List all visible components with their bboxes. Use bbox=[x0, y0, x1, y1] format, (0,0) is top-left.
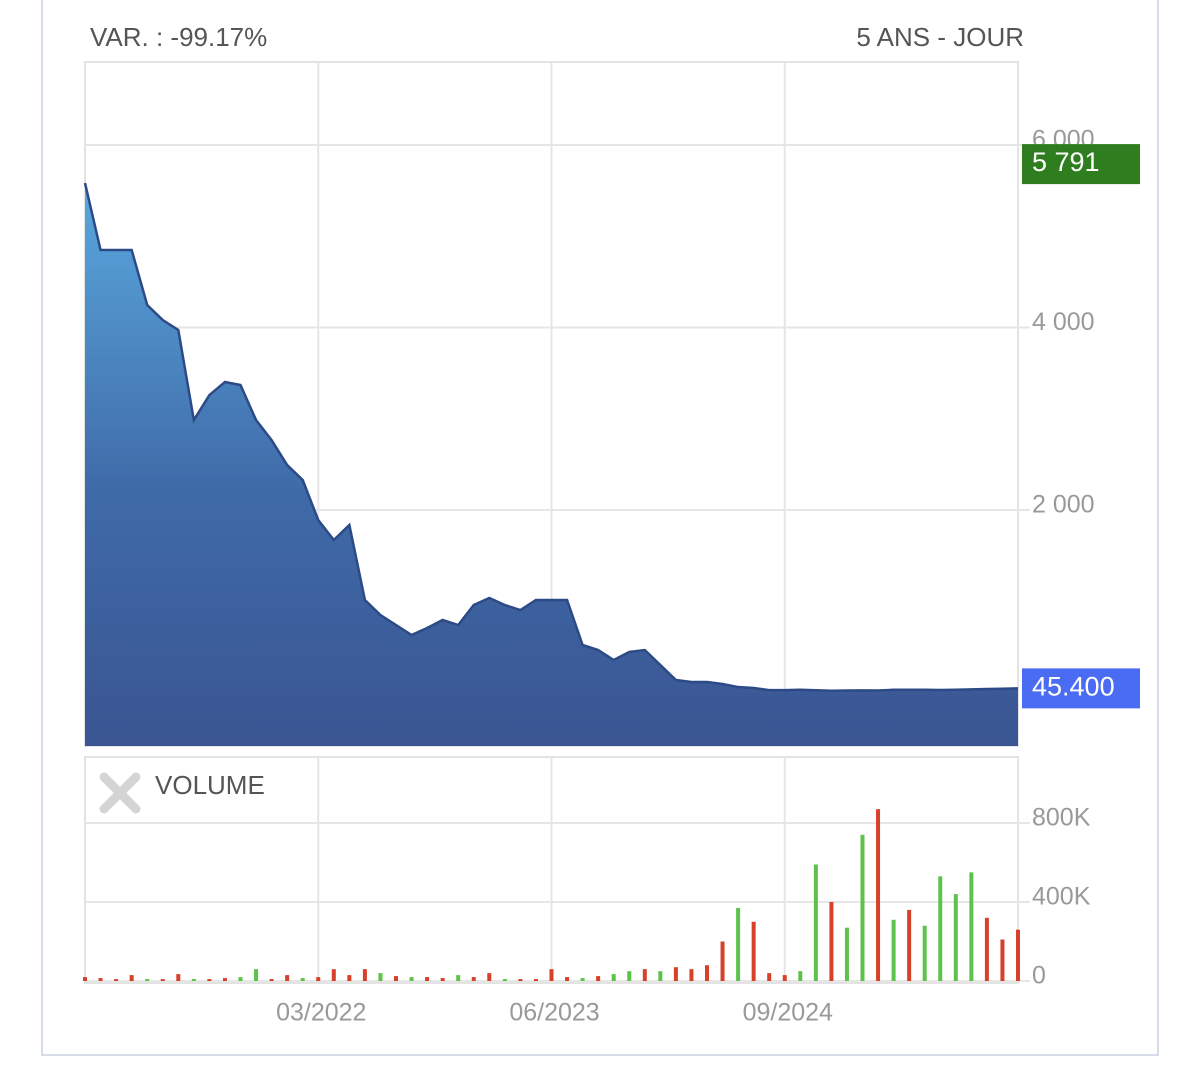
volume-bar bbox=[953, 894, 958, 982]
volume-bar bbox=[938, 876, 943, 982]
volume-bar bbox=[378, 973, 383, 982]
volume-bar bbox=[362, 969, 367, 982]
volume-bar bbox=[502, 979, 507, 982]
volume-bar bbox=[316, 977, 321, 982]
volume-bar bbox=[922, 925, 927, 982]
volume-bar bbox=[627, 971, 632, 982]
y-tick-label: 0 bbox=[1032, 962, 1046, 990]
volume-bar bbox=[565, 977, 570, 982]
volume-bar bbox=[98, 978, 103, 982]
volume-bar bbox=[751, 921, 756, 982]
volume-bar bbox=[456, 975, 461, 982]
volume-bar bbox=[191, 979, 196, 982]
volume-bar bbox=[642, 969, 647, 982]
price-tag-label: 5 791 bbox=[1032, 147, 1100, 177]
volume-bar bbox=[984, 917, 989, 982]
volume-bar bbox=[331, 969, 336, 982]
volume-bar bbox=[269, 979, 274, 982]
volume-bar bbox=[440, 978, 445, 982]
volume-bar bbox=[891, 919, 896, 982]
volume-bar bbox=[860, 834, 865, 982]
volume-title: VOLUME bbox=[155, 770, 265, 800]
volume-bar bbox=[471, 977, 476, 982]
volume-bar bbox=[1016, 929, 1020, 982]
volume-bar bbox=[844, 927, 849, 982]
volume-bar bbox=[549, 969, 554, 982]
volume-bar bbox=[129, 975, 134, 982]
volume-bar bbox=[114, 979, 119, 982]
price-tag bbox=[1022, 144, 1140, 185]
volume-bar bbox=[829, 902, 834, 982]
volume-bar bbox=[254, 969, 259, 982]
volume-bar bbox=[720, 941, 725, 982]
volume-bar bbox=[798, 971, 803, 982]
volume-bar bbox=[689, 969, 694, 982]
price-line bbox=[83, 182, 1019, 692]
volume-bar bbox=[160, 979, 165, 982]
volume-bar bbox=[487, 973, 492, 982]
price-area bbox=[85, 182, 1018, 746]
volume-bar bbox=[409, 977, 414, 982]
close-icon[interactable] bbox=[99, 772, 141, 814]
volume-bar bbox=[145, 979, 150, 982]
volume-bar bbox=[176, 974, 181, 982]
volume-bar bbox=[767, 973, 772, 982]
y-tick-label: 4 000 bbox=[1032, 308, 1095, 336]
volume-bar bbox=[580, 978, 585, 982]
volume-bar bbox=[813, 864, 818, 982]
volume-bar bbox=[705, 965, 709, 982]
volume-bar bbox=[596, 976, 601, 982]
volume-bar bbox=[673, 967, 678, 982]
volume-bar bbox=[611, 974, 616, 982]
period: 5 ANS - JOUR bbox=[856, 22, 1024, 52]
volume-bar bbox=[300, 978, 305, 982]
x-tick-label: 06/2023 bbox=[509, 999, 599, 1027]
price-tag bbox=[1022, 668, 1140, 709]
x-tick-label: 09/2024 bbox=[743, 999, 833, 1027]
volume-bar bbox=[658, 971, 663, 982]
x-tick-label: 03/2022 bbox=[276, 999, 366, 1027]
volume-bar bbox=[83, 977, 87, 982]
volume-bar bbox=[394, 976, 398, 982]
volume-bar bbox=[907, 909, 912, 982]
volume-bar bbox=[1000, 939, 1005, 982]
volume-bar bbox=[238, 977, 243, 982]
price-tag-label: 45.400 bbox=[1032, 672, 1115, 702]
volume-bar bbox=[518, 979, 523, 982]
volume-bar bbox=[782, 975, 787, 982]
variation: VAR. : -99.17% bbox=[90, 22, 267, 52]
volume-bar bbox=[533, 979, 538, 982]
volume-bar bbox=[736, 907, 741, 982]
volume-bar bbox=[876, 809, 881, 982]
y-tick-label: 800K bbox=[1032, 804, 1091, 832]
volume-bar bbox=[222, 978, 227, 982]
volume-bar bbox=[969, 872, 974, 982]
volume-bar bbox=[425, 977, 430, 982]
volume-bar bbox=[285, 975, 290, 982]
volume-bar bbox=[347, 975, 352, 982]
y-tick-label: 400K bbox=[1032, 883, 1091, 911]
y-tick-label: 2 000 bbox=[1032, 491, 1095, 519]
volume-bar bbox=[207, 979, 212, 982]
